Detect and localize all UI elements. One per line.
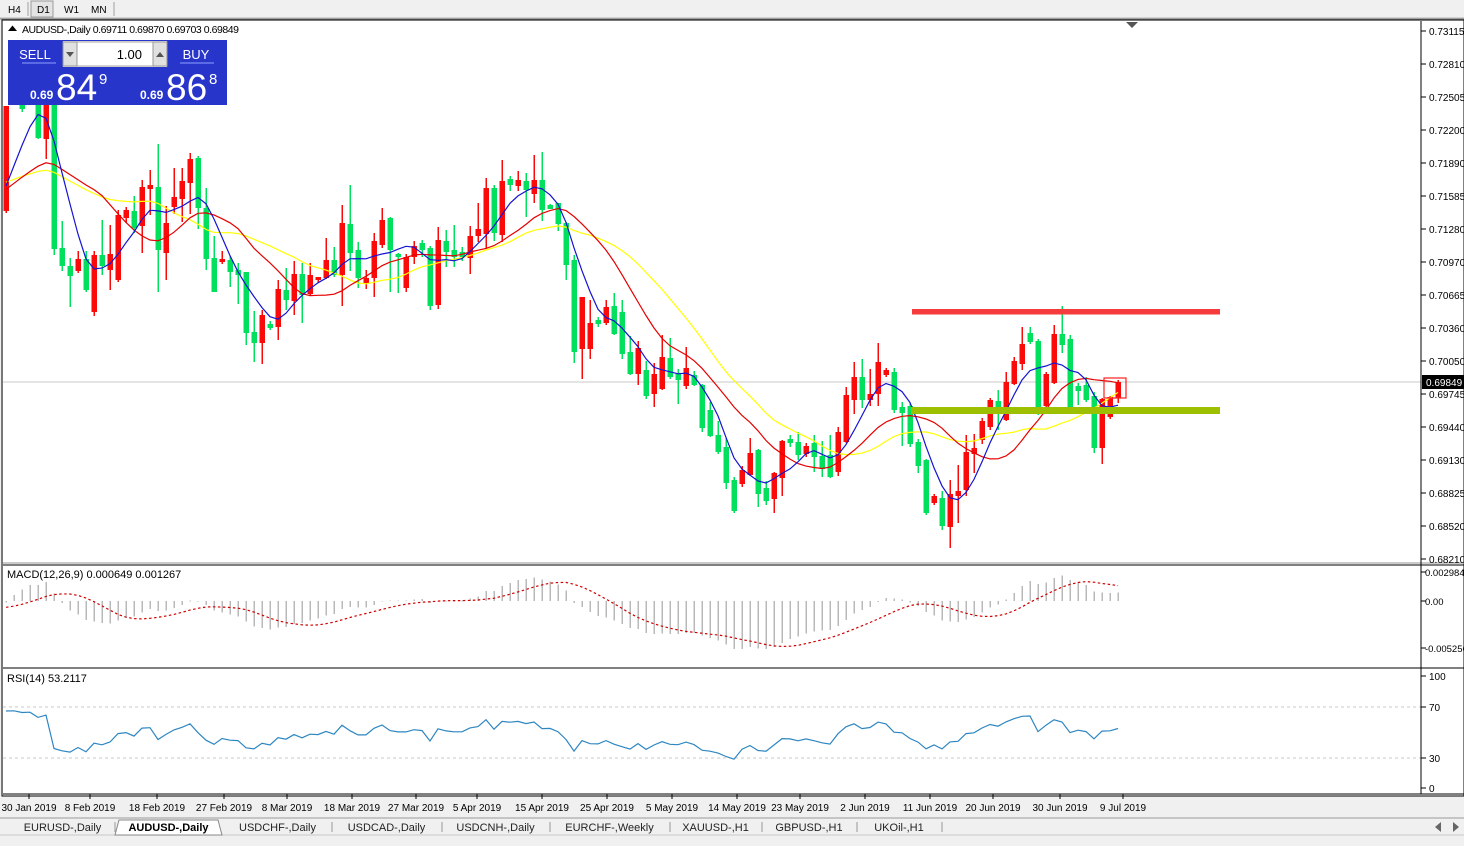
svg-text:0.70050: 0.70050	[1429, 357, 1464, 368]
svg-text:18 Feb 2019: 18 Feb 2019	[129, 803, 186, 814]
svg-text:11 Jun 2019: 11 Jun 2019	[903, 803, 958, 814]
svg-text:MN: MN	[91, 5, 107, 16]
svg-text:0.72810: 0.72810	[1429, 60, 1464, 71]
svg-text:0.69130: 0.69130	[1429, 456, 1464, 467]
svg-text:0.70665: 0.70665	[1429, 291, 1464, 302]
svg-text:0.69440: 0.69440	[1429, 423, 1464, 434]
svg-text:RSI(14) 53.2117: RSI(14) 53.2117	[7, 673, 87, 685]
svg-text:0.00: 0.00	[1425, 597, 1444, 608]
svg-text:20 Jun 2019: 20 Jun 2019	[965, 803, 1020, 814]
svg-text:AUDUSD-,Daily 0.69711 0.69870: AUDUSD-,Daily 0.69711 0.69870 0.69703 0.…	[22, 24, 239, 36]
svg-text:XAUUSD-,H1: XAUUSD-,H1	[682, 822, 749, 834]
svg-text:EURUSD-,Daily: EURUSD-,Daily	[24, 822, 102, 834]
svg-text:86: 86	[166, 67, 207, 108]
svg-text:USDCHF-,Daily: USDCHF-,Daily	[239, 822, 317, 834]
svg-text:USDCAD-,Daily: USDCAD-,Daily	[348, 822, 426, 834]
svg-text:1.00: 1.00	[117, 47, 142, 62]
svg-text:9: 9	[99, 71, 107, 88]
svg-text:5 May 2019: 5 May 2019	[646, 803, 699, 814]
svg-text:0.68520: 0.68520	[1429, 522, 1464, 533]
svg-text:0.71280: 0.71280	[1429, 225, 1464, 236]
svg-text:W1: W1	[64, 5, 79, 16]
svg-text:0.68210: 0.68210	[1429, 555, 1464, 566]
svg-text:0.72505: 0.72505	[1429, 93, 1464, 104]
svg-text:USDCNH-,Daily: USDCNH-,Daily	[456, 822, 535, 834]
svg-text:25 Apr 2019: 25 Apr 2019	[580, 803, 634, 814]
svg-text:D1: D1	[37, 5, 50, 16]
svg-text:15 Apr 2019: 15 Apr 2019	[515, 803, 569, 814]
svg-text:18 Mar 2019: 18 Mar 2019	[324, 803, 381, 814]
svg-text:84: 84	[56, 67, 97, 108]
svg-text:BUY: BUY	[183, 47, 210, 62]
svg-text:0.69: 0.69	[140, 88, 164, 102]
svg-text:0.71890: 0.71890	[1429, 159, 1464, 170]
svg-text:0.71585: 0.71585	[1429, 192, 1464, 203]
svg-text:27 Mar 2019: 27 Mar 2019	[388, 803, 445, 814]
svg-text:23 May 2019: 23 May 2019	[771, 803, 829, 814]
svg-text:100: 100	[1429, 672, 1446, 683]
svg-text:30: 30	[1429, 754, 1441, 765]
svg-text:0.73115: 0.73115	[1429, 27, 1464, 38]
svg-text:30 Jun 2019: 30 Jun 2019	[1032, 803, 1087, 814]
svg-text:AUDUSD-,Daily: AUDUSD-,Daily	[128, 822, 209, 834]
svg-text:UKOil-,H1: UKOil-,H1	[874, 822, 924, 834]
svg-text:8 Feb 2019: 8 Feb 2019	[65, 803, 116, 814]
svg-text:0.69: 0.69	[30, 88, 54, 102]
svg-text:-0.005256: -0.005256	[1425, 644, 1464, 655]
svg-text:0.68825: 0.68825	[1429, 489, 1464, 500]
svg-text:5 Apr 2019: 5 Apr 2019	[453, 803, 502, 814]
svg-text:0.69745: 0.69745	[1429, 390, 1464, 401]
svg-text:H4: H4	[8, 5, 21, 16]
svg-text:8 Mar 2019: 8 Mar 2019	[262, 803, 313, 814]
svg-text:0.002984: 0.002984	[1425, 568, 1464, 579]
svg-text:9 Jul 2019: 9 Jul 2019	[1100, 803, 1147, 814]
svg-text:27 Feb 2019: 27 Feb 2019	[196, 803, 253, 814]
svg-text:70: 70	[1429, 703, 1441, 714]
svg-text:GBPUSD-,H1: GBPUSD-,H1	[775, 822, 842, 834]
svg-text:0.72200: 0.72200	[1429, 126, 1464, 137]
svg-text:SELL: SELL	[19, 47, 51, 62]
svg-text:0.70970: 0.70970	[1429, 258, 1464, 269]
svg-text:30 Jan 2019: 30 Jan 2019	[1, 803, 56, 814]
svg-text:0.69849: 0.69849	[1426, 378, 1463, 389]
svg-text:0.70360: 0.70360	[1429, 324, 1464, 335]
svg-text:MACD(12,26,9) 0.000649 0.00126: MACD(12,26,9) 0.000649 0.001267	[7, 569, 181, 581]
svg-text:2 Jun 2019: 2 Jun 2019	[840, 803, 890, 814]
svg-text:0: 0	[1429, 784, 1435, 795]
svg-text:14 May 2019: 14 May 2019	[708, 803, 766, 814]
svg-text:EURCHF-,Weekly: EURCHF-,Weekly	[565, 822, 654, 834]
svg-text:8: 8	[209, 71, 217, 88]
